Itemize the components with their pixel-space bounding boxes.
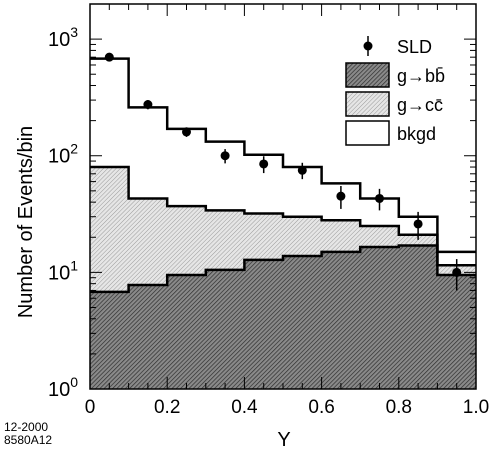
legend-label: g→bb̄ [397,66,445,86]
y-axis-label: Number of Events/bin [15,126,37,318]
bbbar-area [90,245,476,389]
legend-bkgd: bkgd [345,120,436,146]
sld-data-point [220,149,230,164]
sld-data-point [336,186,346,209]
legend-label: bkgd [397,124,436,144]
y-tick-label: 100 [48,374,78,401]
sld-data-point [259,156,269,174]
sld-data-point [375,188,384,211]
x-axis-label: Y [277,429,290,451]
y-tick-label: 102 [48,141,78,168]
sld-data-point [143,99,153,110]
x-tick-label: 0.2 [154,397,180,418]
bbbar-outline [90,244,476,294]
x-tick-label: 0 [85,397,96,418]
legend-label: g→cc̄ [397,95,443,115]
y-tick-label: 101 [48,257,78,284]
sld-data-point [104,52,114,62]
annotation-date: 12-2000 [4,420,48,434]
annotation-id: 8580A12 [4,433,52,447]
y-tick-label: 103 [48,24,78,51]
x-tick-label: 0.4 [231,397,258,418]
bkgd-outline [90,57,476,254]
x-tick-label: 0.6 [308,397,334,418]
sld-data-point [182,127,191,137]
sld-data-point [452,259,462,291]
legend: SLD g→bb̄ g→cc̄ bkgd [345,36,445,146]
sld-data-point [297,162,307,180]
ccbar-outline [90,165,476,267]
legend-sld: SLD [363,36,432,57]
legend-ccbar: g→cc̄ [345,91,443,117]
legend-label: SLD [397,37,432,57]
x-tick-label: 0.8 [386,397,412,418]
sld-data-point [413,211,423,240]
x-tick-label: 1.0 [463,397,489,418]
legend-bbbar: g→bb̄ [345,62,445,88]
